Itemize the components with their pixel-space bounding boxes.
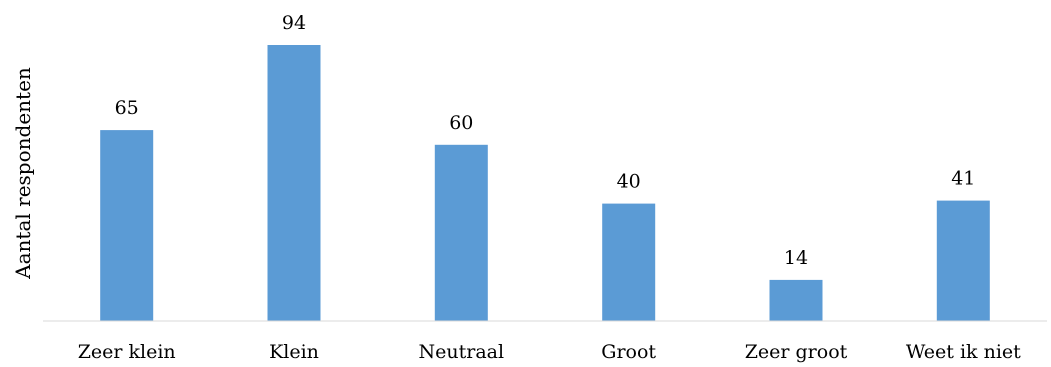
bar-zeer-klein [100, 130, 154, 321]
bar-groot [602, 203, 656, 321]
bar-weet-ik-niet [936, 200, 990, 321]
x-tick-label-weet-ik-niet: Weet ik niet [906, 341, 1021, 363]
x-tick-label-neutraal: Neutraal [419, 341, 505, 363]
bar-neutraal [434, 144, 488, 321]
x-tick-labels-group: Zeer klein Klein Neutraal Groot Zeer groot We… [78, 341, 1021, 363]
data-label-klein: 94 [282, 12, 306, 34]
x-tick-label-klein: Klein [269, 341, 319, 363]
x-tick-label-zeer-groot: Zeer groot [745, 341, 848, 363]
y-axis-title: Aantal respondenten [11, 67, 35, 280]
data-label-groot: 40 [617, 171, 641, 193]
bars-group [100, 45, 990, 321]
data-label-weet-ik-niet: 41 [951, 168, 975, 190]
data-label-neutraal: 60 [449, 112, 473, 134]
x-tick-label-zeer-klein: Zeer klein [78, 341, 176, 363]
bar-klein [267, 45, 321, 321]
data-labels-group: 65 94 60 40 14 41 [115, 12, 976, 269]
bar-zeer-groot [769, 279, 823, 321]
data-label-zeer-klein: 65 [115, 97, 139, 119]
x-tick-label-groot: Groot [601, 341, 656, 363]
data-label-zeer-groot: 14 [784, 247, 808, 269]
